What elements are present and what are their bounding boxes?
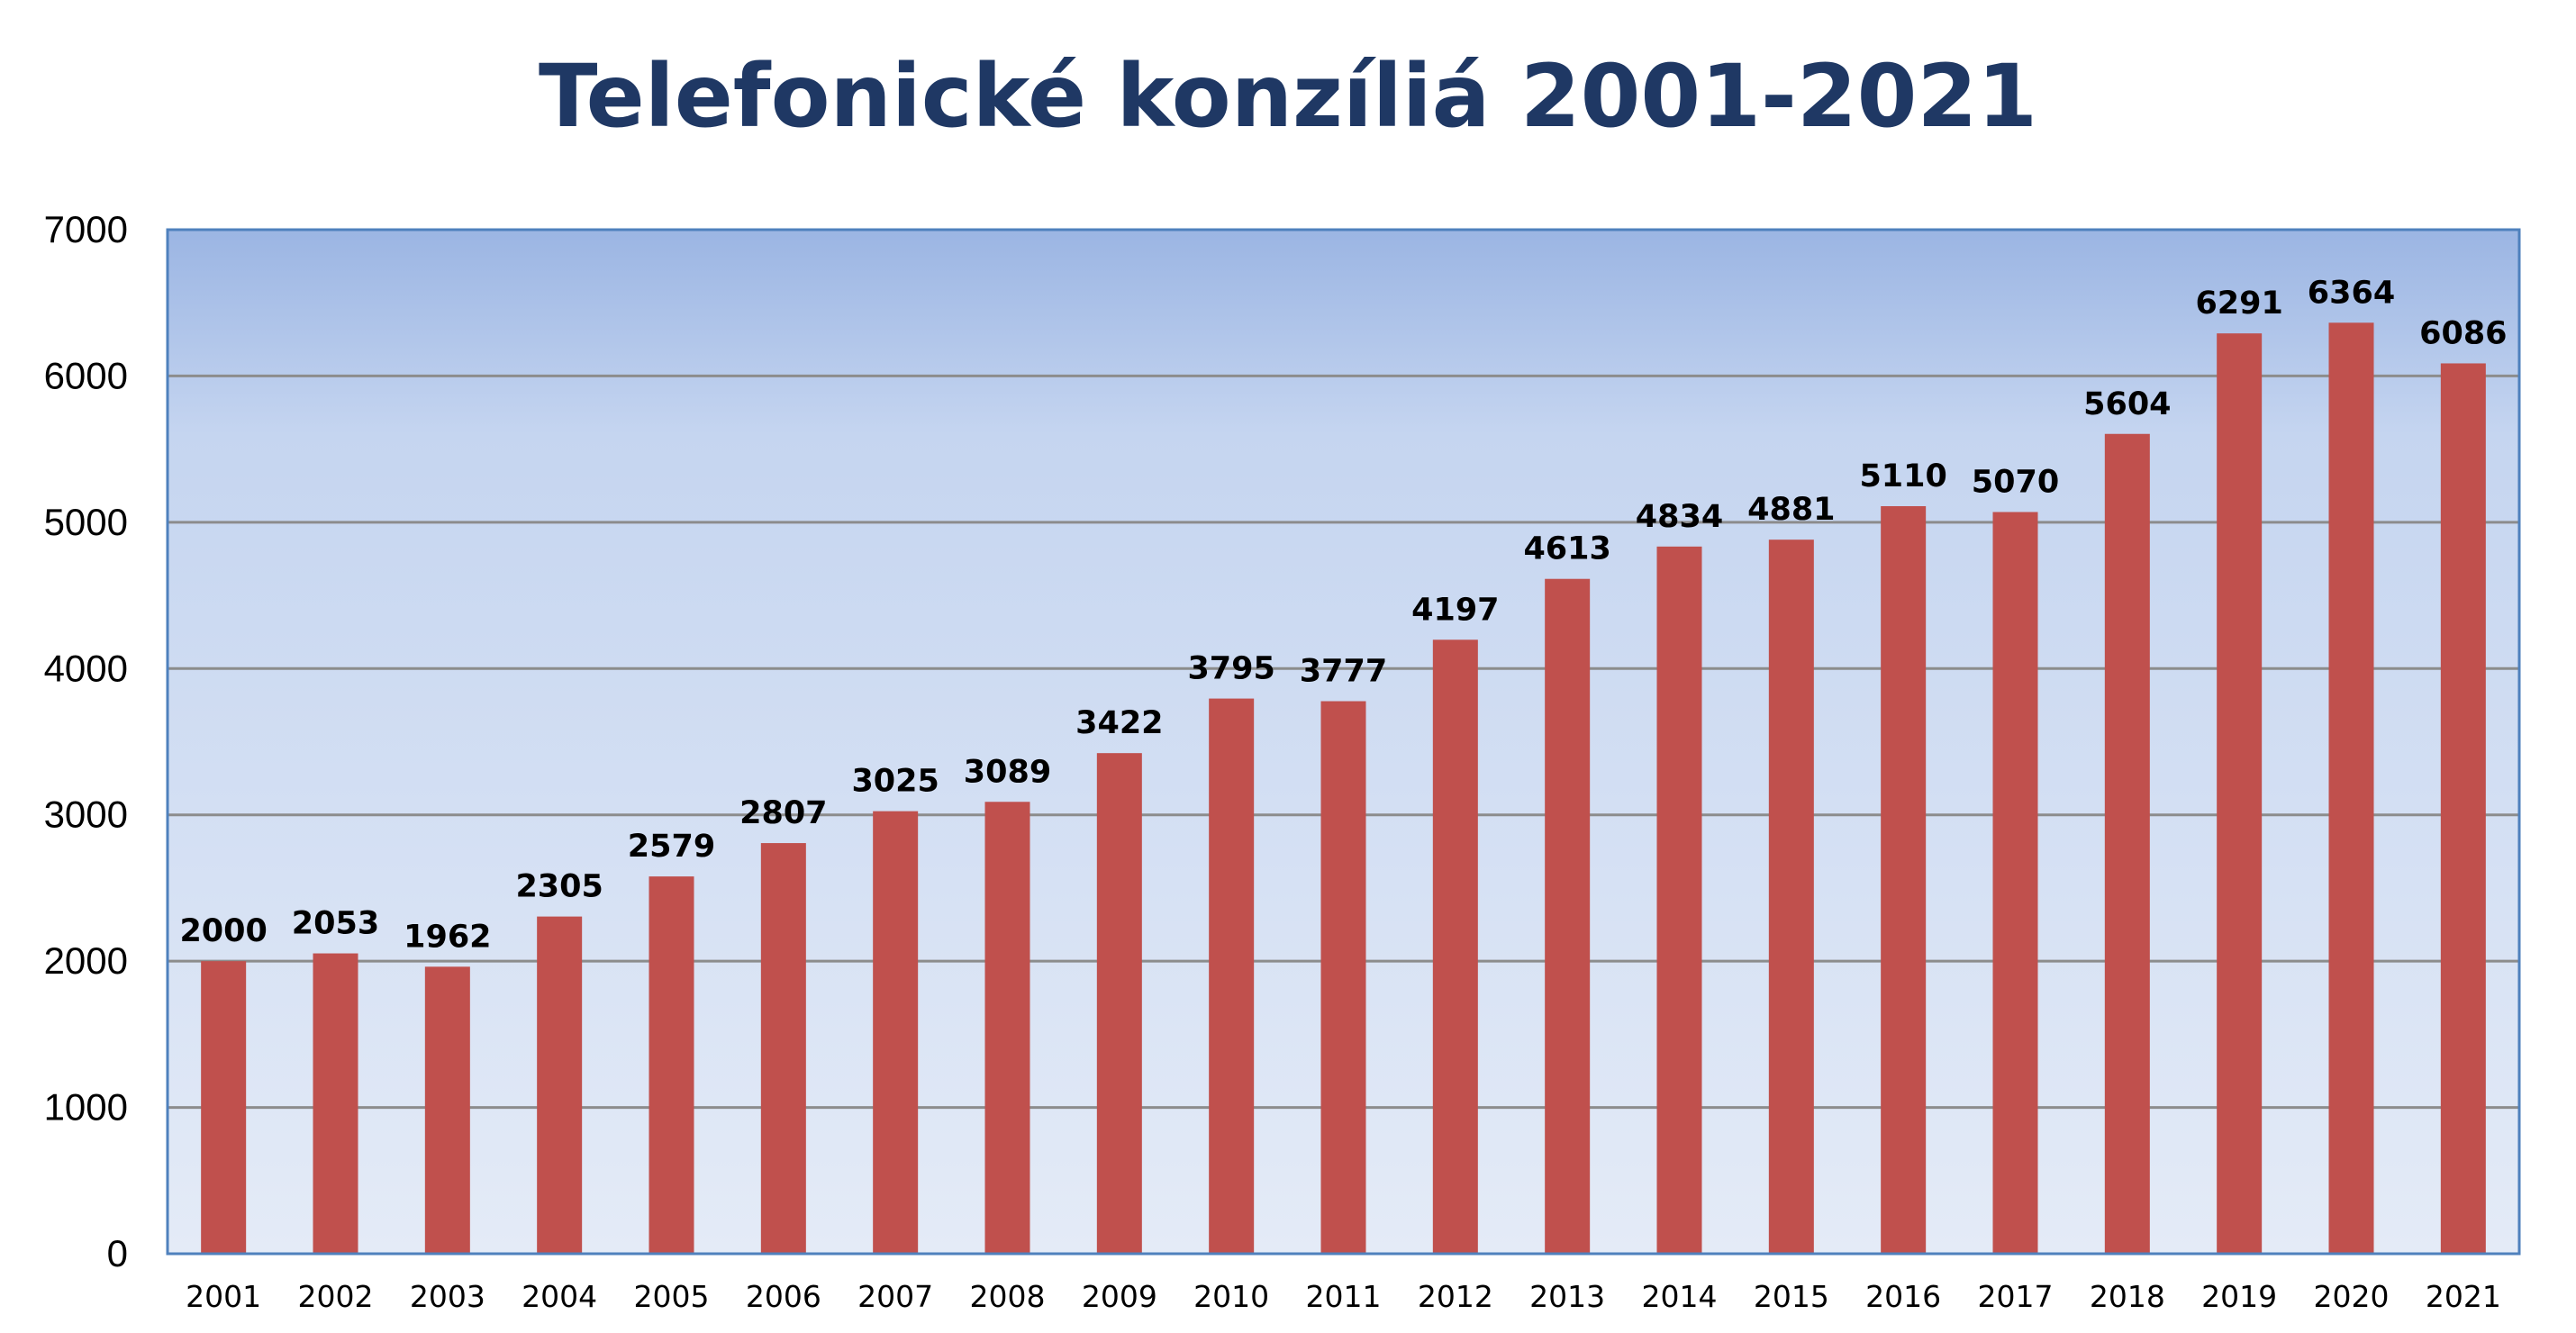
bar-2017 [1992,512,2038,1254]
bar-2018 [2104,433,2150,1255]
y-tick-label: 5000 [44,501,128,543]
x-tick-label-2002: 2002 [298,1279,374,1314]
x-tick-label-2011: 2011 [1306,1279,1382,1314]
bar-2012 [1432,639,1478,1254]
data-labels: 2000 2053 1962 2305 2579 2807 3025 3089 3422 3795… [179,275,2507,955]
data-label-2020: 6364 [2308,275,2395,311]
y-tick-label: 2000 [44,939,128,982]
x-tick-label-2007: 2007 [857,1279,933,1314]
bar-2021 [2440,363,2486,1254]
x-tick-label-2012: 2012 [1418,1279,1493,1314]
bar-2004 [537,916,583,1254]
data-label-2002: 2053 [292,906,379,942]
bar-2002 [313,953,358,1254]
data-label-2008: 3089 [964,754,1051,790]
x-tick-label-2021: 2021 [2426,1279,2501,1314]
y-tick-label: 3000 [44,793,128,836]
data-label-2003: 1962 [404,919,491,955]
x-tick-label-2018: 2018 [2090,1279,2165,1314]
bar-2010 [1209,698,1255,1254]
bar-2003 [424,966,470,1254]
x-tick-label-2020: 2020 [2314,1279,2390,1314]
data-label-2001: 2000 [179,913,267,949]
y-axis-tick-labels: 0 1000 2000 3000 4000 5000 6000 7000 [44,208,128,1274]
data-label-2011: 3777 [1300,654,1387,690]
bar-2015 [1768,540,1814,1254]
data-label-2012: 4197 [1411,592,1499,628]
y-tick-label: 4000 [44,647,128,689]
bar-2014 [1656,546,1702,1254]
bar-2006 [760,843,806,1254]
data-label-2007: 3025 [851,764,939,800]
data-label-2013: 4613 [1523,531,1610,567]
x-tick-label-2006: 2006 [746,1279,821,1314]
x-tick-label-2004: 2004 [522,1279,597,1314]
data-label-2009: 3422 [1075,705,1163,741]
bars [201,322,2486,1255]
bar-2011 [1320,701,1366,1254]
bar-2008 [984,802,1030,1254]
x-tick-label-2009: 2009 [1082,1279,1157,1314]
y-tick-label: 6000 [44,354,128,396]
bar-2016 [1881,505,1927,1254]
data-label-2019: 6291 [2195,286,2282,322]
y-tick-label: 0 [107,1232,128,1274]
bar-2009 [1096,753,1142,1254]
data-label-2006: 2807 [739,795,827,831]
bar-2020 [2328,322,2374,1254]
data-label-2004: 2305 [515,869,603,905]
x-tick-label-2015: 2015 [1754,1279,1829,1314]
x-tick-label-2005: 2005 [634,1279,710,1314]
plot-border [166,228,2521,1256]
data-label-2016: 5110 [1859,458,1946,494]
data-label-2015: 4881 [1747,492,1835,528]
data-label-2017: 5070 [1972,464,2059,500]
data-label-2021: 6086 [2419,315,2507,351]
bar-2007 [873,811,919,1254]
x-tick-label-2017: 2017 [1978,1279,2054,1314]
x-tick-label-2001: 2001 [186,1279,261,1314]
data-label-2010: 3795 [1187,651,1274,687]
x-tick-label-2016: 2016 [1865,1279,1941,1314]
x-tick-label-2014: 2014 [1642,1279,1718,1314]
x-tick-label-2019: 2019 [2201,1279,2277,1314]
bar-2019 [2217,333,2263,1254]
x-tick-label-2003: 2003 [410,1279,485,1314]
x-tick-label-2013: 2013 [1529,1279,1605,1314]
x-tick-label-2010: 2010 [1193,1279,1269,1314]
bar-2001 [201,961,247,1254]
x-axis-tick-labels: 2001 2002 2003 2004 2005 2006 2007 2008 2009 2010… [186,1279,2501,1314]
x-tick-label-2008: 2008 [970,1279,1046,1314]
chart-title: Telefonické konzíliá 2001-2021 [539,46,2037,147]
bar-2005 [649,876,694,1254]
bar-2013 [1545,578,1591,1254]
data-label-2014: 4834 [1636,499,1723,535]
data-label-2018: 5604 [2083,386,2171,422]
data-label-2005: 2579 [628,829,715,865]
y-tick-label: 1000 [44,1086,128,1129]
y-tick-label: 7000 [44,208,128,250]
